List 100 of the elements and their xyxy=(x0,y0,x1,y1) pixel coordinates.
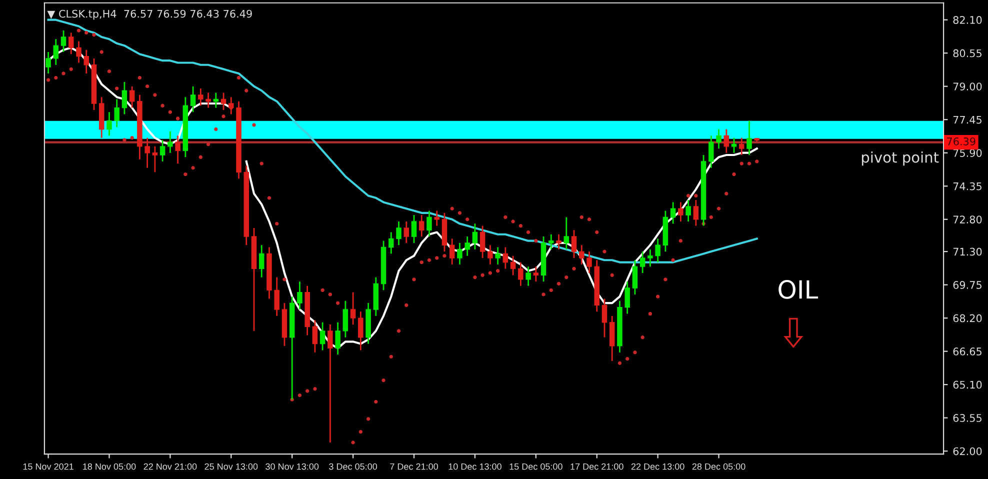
candlestick xyxy=(144,137,150,169)
candlestick xyxy=(738,137,744,156)
x-tick-label: 28 Dec 05:00 xyxy=(692,463,746,470)
x-tick-label: 3 Dec 05:00 xyxy=(329,463,378,470)
candlestick xyxy=(716,128,722,150)
y-tick-label: 72.80 xyxy=(953,216,982,224)
candlestick xyxy=(449,238,455,266)
x-tick-label: 17 Dec 21:00 xyxy=(570,463,624,470)
candlestick xyxy=(602,298,608,338)
candlestick xyxy=(426,210,432,238)
candlestick xyxy=(686,199,691,222)
y-tick-label: 62.00 xyxy=(953,447,982,456)
candlestick xyxy=(84,49,89,74)
y-tick-label: 82.10 xyxy=(953,16,982,24)
candlestick xyxy=(206,92,211,108)
candlestick xyxy=(168,130,173,154)
candlestick xyxy=(609,315,615,362)
y-tick-label: 63.55 xyxy=(953,414,982,422)
x-tick-label: 15 Dec 05:00 xyxy=(510,463,562,470)
candlestick xyxy=(731,137,737,154)
candlestick xyxy=(472,222,478,250)
candlestick xyxy=(320,322,326,351)
candlestick xyxy=(418,214,424,238)
candlestick xyxy=(114,98,120,128)
candlestick xyxy=(122,81,128,115)
candlestick xyxy=(678,202,684,222)
x-tick-label: 30 Nov 13:00 xyxy=(266,463,319,470)
x-tick-label: 22 Dec 13:00 xyxy=(631,463,684,470)
candlestick xyxy=(693,199,699,226)
candlestick xyxy=(495,246,500,266)
candlestick xyxy=(624,280,630,314)
x-tick-label: 18 Nov 05:00 xyxy=(83,463,136,470)
candlestick xyxy=(533,266,539,282)
candlestick xyxy=(404,220,410,244)
candlestick xyxy=(152,146,158,173)
candlestick xyxy=(586,250,592,274)
candlestick xyxy=(434,210,440,226)
candlestick xyxy=(411,214,417,244)
candlestick xyxy=(510,255,516,276)
candlestick xyxy=(480,225,486,259)
candlestick xyxy=(53,38,59,66)
y-tick-label: 80.55 xyxy=(953,49,982,58)
candlestick xyxy=(746,120,752,156)
candlestick xyxy=(571,229,577,259)
candlestick xyxy=(328,324,333,444)
candlestick xyxy=(564,216,570,250)
x-tick-label: 7 Dec 21:00 xyxy=(390,463,438,470)
text: ▼ CLSK.tp,H4 76.57 76.59 76.43 76.49 xyxy=(47,10,252,20)
candlestick xyxy=(76,40,82,64)
y-tick-label: 65.10 xyxy=(953,380,982,389)
candlestick xyxy=(190,86,196,113)
candlestick xyxy=(526,266,531,287)
y-tick-label: 74.35 xyxy=(953,182,982,190)
candlestick xyxy=(556,234,562,250)
y-tick-label: 71.30 xyxy=(953,248,982,256)
candlestick xyxy=(457,242,462,266)
candlestick xyxy=(129,86,135,108)
candlestick xyxy=(640,250,646,274)
candlestick xyxy=(160,139,166,162)
candlestick xyxy=(518,262,524,287)
candlestick xyxy=(396,220,402,246)
candlestick xyxy=(175,134,180,164)
candlestick xyxy=(350,292,356,326)
candlestick xyxy=(632,259,638,296)
y-tick-label: 79.00 xyxy=(953,82,982,90)
annotation: pivot point xyxy=(862,151,939,166)
candlestick xyxy=(670,202,676,224)
candlestick xyxy=(342,300,348,338)
candlestick xyxy=(655,238,660,263)
candlestick xyxy=(220,92,226,111)
candlestick xyxy=(274,276,280,317)
x-tick-label: 15 Nov 2021 xyxy=(23,463,74,470)
candlestick xyxy=(198,88,204,106)
candlestick xyxy=(548,234,554,250)
candlestick xyxy=(60,30,66,53)
candlestick xyxy=(488,244,493,266)
candlestick xyxy=(68,32,74,55)
annotation: OIL xyxy=(778,280,818,299)
candlestick xyxy=(297,280,302,310)
candlestick xyxy=(724,128,730,154)
candlestick xyxy=(46,51,51,74)
y-tick-label: 68.20 xyxy=(953,314,982,322)
candlestick xyxy=(502,246,508,270)
candlestick xyxy=(258,244,264,278)
y-tick-label: 66.65 xyxy=(953,348,982,356)
y-tick-label: 69.75 xyxy=(953,281,982,289)
candlestick xyxy=(358,310,364,351)
x-tick-label: 25 Nov 13:00 xyxy=(204,463,258,470)
candlestick xyxy=(388,232,394,254)
ref-line-label: 76.39 xyxy=(947,137,976,146)
candlestick xyxy=(578,244,584,266)
y-tick-label: 77.45 xyxy=(953,116,982,124)
candlestick xyxy=(335,322,340,356)
candlestick xyxy=(708,134,714,169)
x-tick-label: 22 Nov 21:00 xyxy=(144,463,197,470)
candlestick xyxy=(464,236,470,257)
candlestick xyxy=(312,320,318,354)
candlestick xyxy=(648,248,653,268)
x-tick-label: 10 Dec 13:00 xyxy=(448,463,502,470)
candlestick xyxy=(106,111,112,136)
